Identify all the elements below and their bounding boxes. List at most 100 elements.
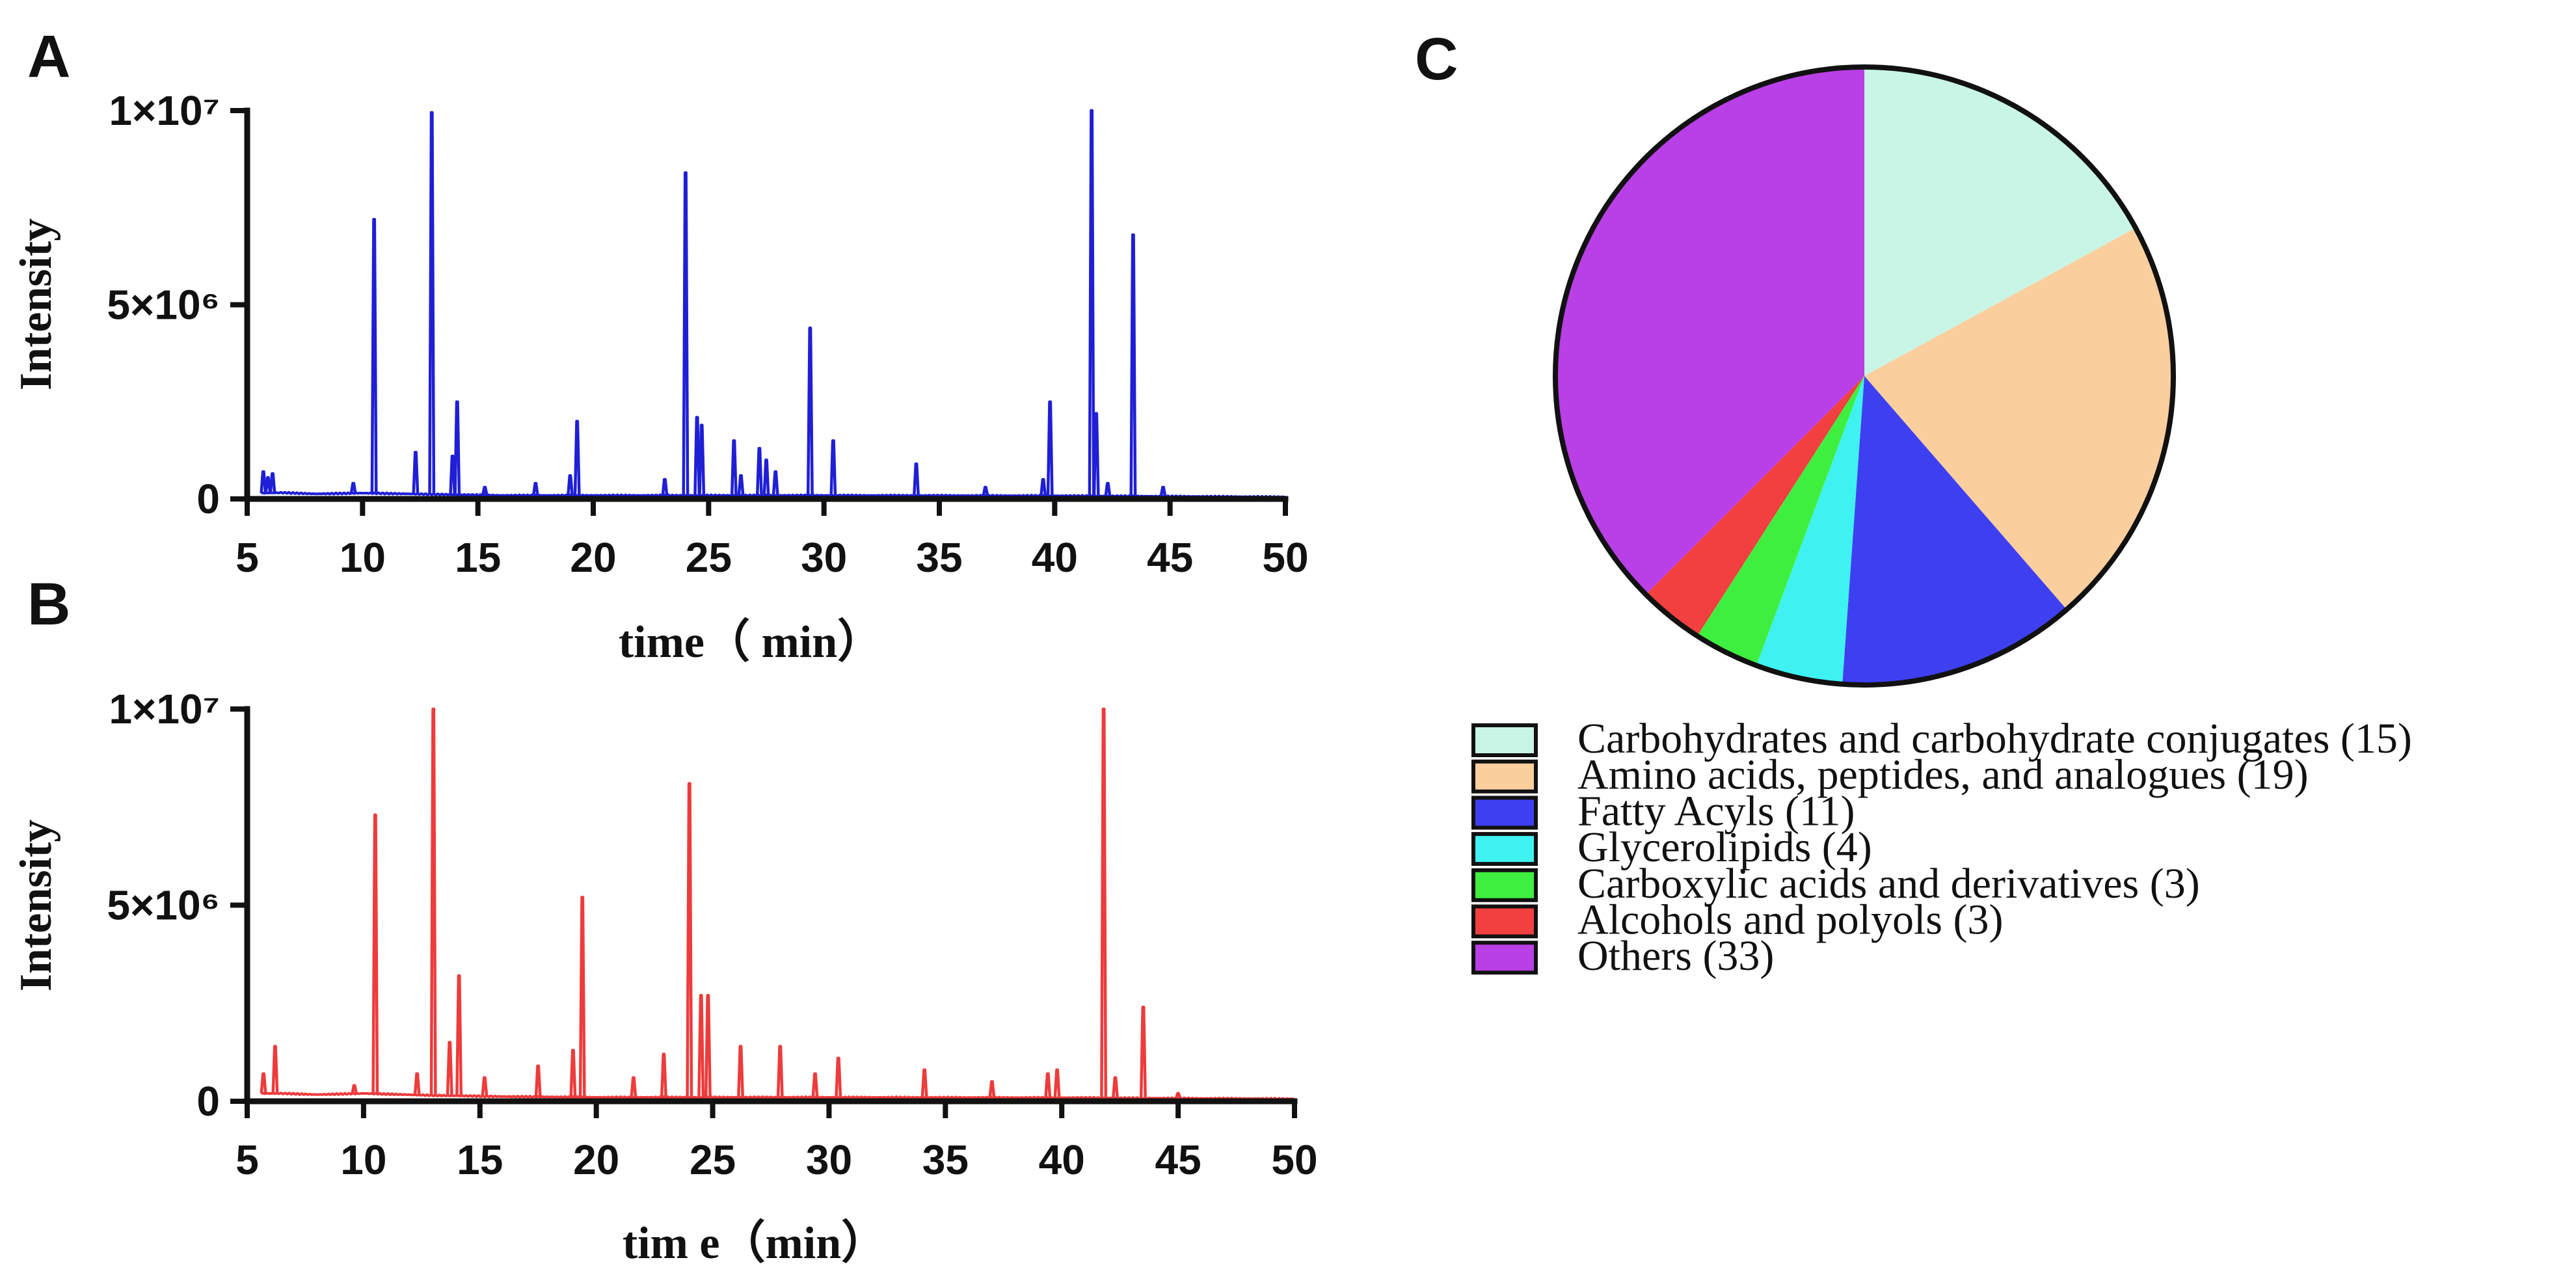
- peak-b-25: [1100, 707, 1108, 1098]
- peak-a-19: [755, 447, 763, 496]
- legend-swatch-6: [1471, 941, 1538, 975]
- peak-a-6: [428, 111, 436, 494]
- peak-a-4: [370, 217, 378, 494]
- x-tick-label-a-0: 5: [235, 534, 259, 581]
- peak-a-7: [449, 455, 457, 495]
- y-tick-label-a-2: 1×10⁷: [109, 87, 220, 134]
- peak-a-1: [264, 476, 272, 494]
- peak-a-30: [1104, 481, 1112, 496]
- legend-swatch-1: [1471, 759, 1538, 794]
- legend-label-3: Glycerolipids (4): [1577, 824, 1872, 871]
- peak-a-31: [1129, 233, 1137, 496]
- legend-swatch-0: [1471, 723, 1538, 757]
- peak-a-13: [661, 477, 669, 496]
- peak-b-3: [371, 813, 379, 1094]
- legend-swatch-2: [1471, 796, 1538, 830]
- peak-a-29: [1092, 412, 1100, 496]
- peak-a-12: [573, 420, 581, 496]
- legend-label-0: Carbohydrates and carbohydrate conjugate…: [1577, 715, 2412, 762]
- y-tick-label-b-2: 1×10⁷: [109, 686, 220, 732]
- legend-label-2: Fatty Acyls (11): [1577, 787, 1855, 835]
- x-tick-label-a-4: 25: [686, 534, 732, 581]
- pie-slice-4: [1697, 376, 1864, 666]
- peak-a-3: [349, 481, 357, 494]
- peak-b-1: [271, 1045, 279, 1093]
- y-tick-label-b-1: 5×10⁶: [107, 882, 220, 929]
- x-tick-label-b-1: 10: [340, 1136, 386, 1183]
- x-tick-label-b-4: 25: [690, 1136, 736, 1183]
- peak-b-9: [534, 1064, 542, 1097]
- x-axis-title-a: time（ min）: [619, 617, 883, 667]
- peak-a-26: [1040, 477, 1047, 496]
- peak-b-24: [1053, 1068, 1061, 1098]
- pie-outline: [1553, 64, 2176, 688]
- legend-swatch-5: [1471, 904, 1538, 939]
- legend-label-4: Carboxylic acids and derivatives (3): [1577, 860, 2200, 907]
- peak-a-23: [829, 439, 837, 496]
- peak-a-32: [1159, 485, 1167, 497]
- x-tick-label-b-8: 45: [1155, 1136, 1201, 1183]
- peak-a-5: [412, 451, 420, 494]
- peak-a-16: [698, 423, 706, 496]
- peak-b-14: [686, 782, 693, 1098]
- x-tick-label-a-3: 20: [570, 534, 616, 581]
- peak-b-28: [1174, 1092, 1182, 1099]
- peak-b-19: [811, 1072, 819, 1098]
- chromatogram-a: 5 10 15 20 25 30 35 40 45 50 0 5×10⁶ 1×10⁷ Intensit…: [11, 87, 1309, 667]
- x-tick-label-a-5: 30: [801, 534, 847, 581]
- peak-b-7: [455, 974, 463, 1096]
- peak-a-11: [567, 474, 574, 496]
- peak-b-26: [1112, 1076, 1119, 1099]
- peak-a-25: [982, 485, 989, 496]
- x-tick-label-a-8: 45: [1147, 534, 1193, 581]
- y-ticks-a: 0 5×10⁶ 1×10⁷: [107, 87, 247, 522]
- peak-b-15: [697, 993, 705, 1098]
- peak-a-9: [481, 485, 489, 496]
- peak-b-4: [413, 1072, 421, 1095]
- peak-a-0: [260, 470, 267, 494]
- peak-b-10: [569, 1049, 577, 1097]
- peak-a-20: [762, 459, 770, 496]
- panel-letter-b: B: [27, 571, 70, 637]
- peak-a-21: [771, 470, 779, 496]
- x-tick-label-b-0: 5: [235, 1136, 259, 1183]
- pie-slices: [1555, 66, 2174, 686]
- chromatogram-b: 5 10 15 20 25 30 35 40 45 50 0 5×10⁶ 1×10⁷ Intensit…: [11, 686, 1318, 1268]
- pie-slice-6: [1555, 66, 1864, 595]
- peak-a-17: [730, 439, 738, 496]
- peak-a-27: [1046, 400, 1054, 496]
- x-tick-label-a-2: 15: [455, 534, 501, 581]
- x-tick-label-b-9: 50: [1271, 1136, 1317, 1183]
- y-axis-title-b: Intensity: [11, 820, 61, 991]
- legend-label-1: Amino acids, peptides, and analogues (19…: [1577, 751, 2309, 799]
- peak-b-11: [578, 896, 586, 1097]
- peak-b-8: [481, 1076, 489, 1097]
- x-tick-label-b-5: 30: [806, 1136, 852, 1183]
- x-tick-label-b-3: 20: [573, 1136, 619, 1183]
- pie-slice-5: [1646, 376, 1864, 636]
- x-tick-label-b-2: 15: [457, 1136, 503, 1183]
- panel-letter-a: A: [27, 23, 70, 90]
- pie-slice-1: [1864, 228, 2174, 610]
- x-tick-label-a-1: 10: [340, 534, 386, 581]
- peak-b-0: [260, 1072, 267, 1094]
- peak-b-18: [776, 1045, 784, 1098]
- peak-b-22: [988, 1080, 996, 1098]
- y-tick-label-b-0: 0: [196, 1078, 220, 1125]
- peak-b-21: [920, 1068, 928, 1098]
- pie-slice-2: [1842, 376, 2067, 686]
- trace-b: [260, 707, 1295, 1101]
- peak-b-12: [630, 1076, 637, 1098]
- y-tick-label-a-0: 0: [196, 476, 220, 522]
- peak-b-20: [835, 1056, 842, 1098]
- peak-b-23: [1044, 1072, 1052, 1098]
- peak-a-14: [682, 171, 690, 496]
- y-axis-title-a: Intensity: [11, 219, 61, 390]
- legend-swatch-4: [1471, 868, 1538, 902]
- legend-label-5: Alcohols and polyols (3): [1577, 896, 2003, 944]
- peak-b-2: [351, 1084, 358, 1094]
- peak-a-22: [806, 327, 814, 496]
- peak-a-28: [1088, 109, 1095, 496]
- peak-b-17: [737, 1045, 744, 1098]
